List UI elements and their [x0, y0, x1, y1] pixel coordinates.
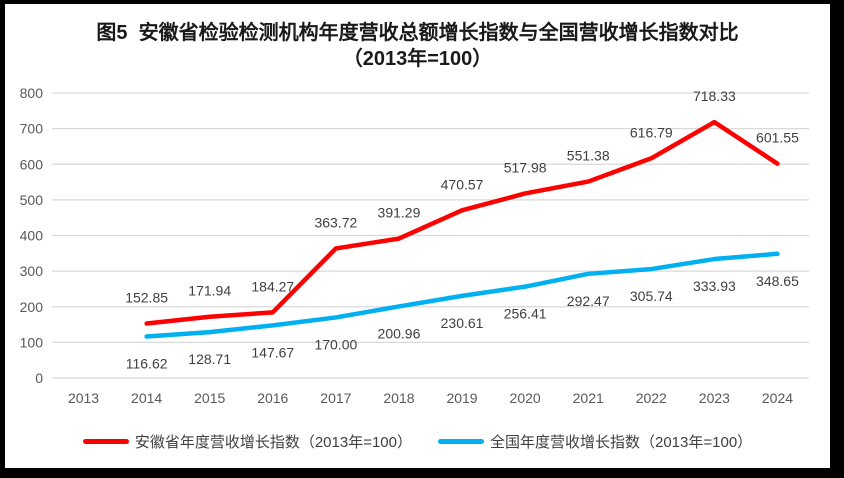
data-label-anhui: 363.72 — [314, 214, 357, 230]
data-label-national: 116.62 — [126, 355, 168, 371]
x-axis-tick-label: 2016 — [257, 390, 288, 406]
data-label-anhui: 551.38 — [567, 148, 610, 164]
line-chart-plot: 0 100 200 300 400 500 600 700 800 2013 2014 2015 201… — [20, 85, 809, 406]
data-label-national: 256.41 — [504, 306, 547, 322]
data-label-national: 170.00 — [314, 336, 357, 352]
legend-label-national: 全国年度营收增长指数（2013年=100） — [490, 434, 753, 451]
data-label-anhui: 470.57 — [441, 176, 484, 192]
data-label-national: 230.61 — [441, 315, 484, 331]
y-axis-tick-label: 200 — [20, 299, 44, 315]
series-line-anhui — [144, 119, 780, 326]
x-axis-tick-label: 2024 — [762, 390, 793, 406]
y-axis-tick-label: 300 — [20, 263, 44, 279]
data-label-national: 333.93 — [693, 278, 736, 294]
y-axis-tick-label: 0 — [35, 370, 43, 386]
data-label-anhui: 184.27 — [251, 278, 294, 294]
x-axis-tick-label: 2018 — [383, 390, 414, 406]
data-label-national: 292.47 — [567, 293, 610, 309]
x-axis-tick-label: 2015 — [194, 390, 225, 406]
y-axis-tick-label: 600 — [20, 156, 44, 172]
y-axis-tick-label: 400 — [20, 228, 44, 244]
data-label-anhui: 601.55 — [756, 130, 799, 146]
x-axis-tick-label: 2022 — [636, 390, 667, 406]
chart-canvas: 图5 安徽省检验检测机构年度营收总额增长指数与全国营收增长指数对比 （2013年… — [5, 4, 830, 468]
data-label-national: 348.65 — [756, 273, 799, 289]
x-axis-tick-label: 2017 — [320, 390, 351, 406]
data-label-anhui: 616.79 — [630, 124, 673, 140]
data-label-national: 128.71 — [188, 351, 231, 367]
data-label-anhui: 152.85 — [125, 290, 168, 306]
x-axis-tick-label: 2014 — [131, 390, 162, 406]
data-label-anhui: 391.29 — [378, 205, 421, 221]
data-label-national: 305.74 — [630, 288, 673, 304]
data-label-anhui: 171.94 — [188, 283, 231, 299]
y-axis-tick-label: 800 — [20, 85, 44, 101]
data-label-national: 147.67 — [251, 344, 294, 360]
data-label-national: 200.96 — [378, 325, 421, 341]
legend-label-anhui: 安徽省年度营收增长指数（2013年=100） — [134, 434, 412, 451]
legend-swatch-national-line — [438, 439, 484, 444]
y-axis-tick-label: 100 — [20, 334, 44, 350]
series-line-national — [144, 251, 780, 339]
data-label-anhui: 517.98 — [504, 159, 547, 175]
legend-swatch-anhui-line — [82, 439, 129, 444]
x-axis-tick-label: 2020 — [510, 390, 541, 406]
data-label-anhui: 718.33 — [693, 88, 736, 104]
y-axis-tick-label: 700 — [20, 121, 44, 137]
legend-item-anhui: 安徽省年度营收增长指数（2013年=100） — [82, 431, 412, 452]
chart-legend: 安徽省年度营收增长指数（2013年=100） 全国年度营收增长指数（2013年=… — [5, 431, 830, 452]
x-axis-tick-label: 2013 — [68, 390, 99, 406]
chart-title: 图5 安徽省检验检测机构年度营收总额增长指数与全国营收增长指数对比 — [96, 22, 739, 44]
x-axis-tick-label: 2021 — [573, 390, 604, 406]
legend-item-national: 全国年度营收增长指数（2013年=100） — [438, 431, 752, 452]
x-axis-tick-label: 2023 — [699, 390, 730, 406]
chart-title-block: 图5 安徽省检验检测机构年度营收总额增长指数与全国营收增长指数对比 （2013年… — [5, 20, 830, 72]
y-axis-tick-label: 500 — [20, 192, 44, 208]
x-axis-tick-label: 2019 — [446, 390, 477, 406]
chart-subtitle: （2013年=100） — [342, 48, 493, 70]
